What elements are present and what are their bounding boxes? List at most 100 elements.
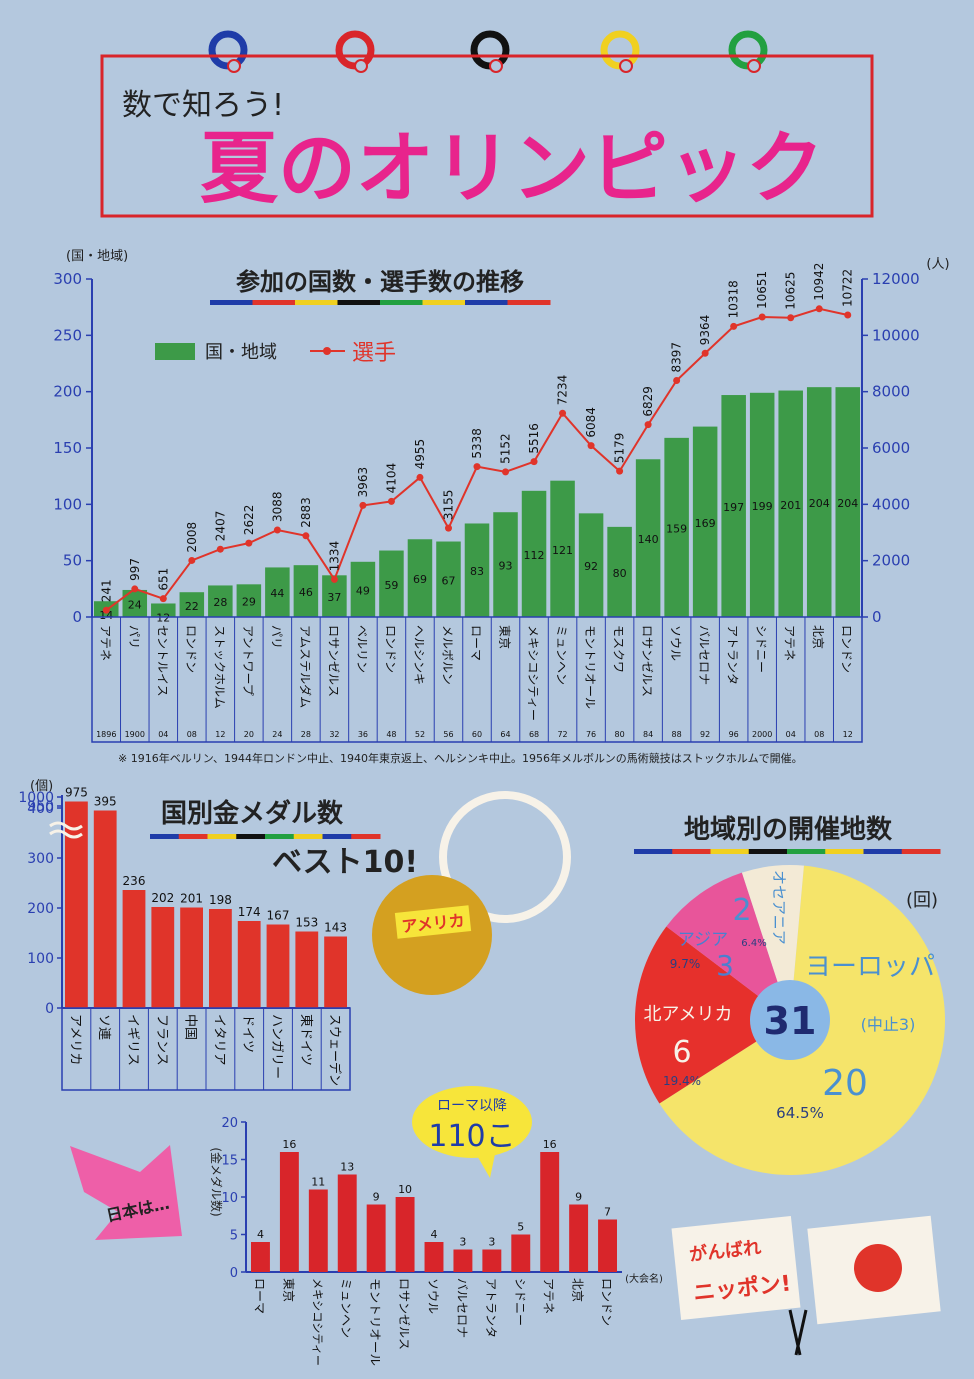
athletes-point: [416, 473, 424, 481]
bar-value-label: 167: [267, 909, 290, 923]
athletes-value-label: 997: [128, 558, 142, 581]
bar-gold-medals: [122, 890, 146, 1008]
category-label: パリ: [127, 625, 141, 649]
bar-japan-gold: [337, 1174, 357, 1272]
category-label: スウェーデン: [327, 1014, 343, 1086]
athletes-point: [216, 545, 224, 553]
athletes-value-label: 5152: [499, 433, 513, 464]
title-frame: [100, 54, 874, 218]
bar-value-label: 83: [470, 565, 484, 578]
chart2-ylabel: (個): [30, 779, 53, 794]
stripe-segment: [207, 834, 237, 839]
ring: [600, 30, 640, 70]
athletes-value-label: 3088: [270, 491, 284, 522]
category-label: 北京: [811, 625, 825, 649]
year-label: 08: [187, 730, 197, 739]
y-tick-label: 950: [27, 799, 54, 815]
year-label: 52: [415, 730, 425, 739]
category-label: ソ連: [96, 1014, 111, 1040]
category-label: セントルイス: [155, 625, 169, 697]
category-label: シドニー: [754, 625, 768, 673]
chart1-y2label: (人): [926, 257, 949, 272]
year-label: 68: [529, 730, 539, 739]
chart1-title: 参加の国数・選手数の推移: [236, 268, 524, 296]
y-tick-label: 100: [27, 951, 54, 967]
category-label: フランス: [154, 1014, 169, 1066]
bar-value-label: 13: [340, 1161, 354, 1174]
bar-gold-medals: [237, 921, 261, 1008]
bar-value-label: 11: [311, 1176, 325, 1189]
pie-unit: (回): [906, 890, 938, 911]
ring-hole: [489, 59, 503, 73]
bar-value-label: 3: [488, 1236, 495, 1249]
athletes-point: [188, 556, 196, 564]
bubble-body: [412, 1086, 532, 1158]
athletes-point: [530, 458, 538, 466]
y-tick-label: 50: [63, 552, 82, 570]
bar-gold-medals: [151, 907, 175, 1008]
stripe-segment: [465, 300, 508, 305]
year-label: 48: [386, 730, 396, 739]
chart3-plot: 0 5 10 15 20 4 ローマ 16 東京 11 メキシコシティー 13 ミュンヘン 9 モントリオー…: [221, 1116, 622, 1366]
bar-value-label: 16: [543, 1138, 557, 1151]
bar-value-label: 169: [695, 517, 716, 530]
slice-label: アジア: [678, 930, 728, 950]
slice-label: 北アメリカ: [643, 1004, 732, 1025]
ring-hole: [747, 59, 761, 73]
category-label: 東ドイツ: [298, 1014, 314, 1066]
axis-break-mark: [49, 821, 83, 839]
year-label: 1896: [96, 730, 116, 739]
category-label: イタリア: [211, 1014, 226, 1065]
athletes-point: [844, 311, 852, 319]
athletes-value-label: 4955: [413, 439, 427, 470]
bar-value-label: 112: [524, 549, 545, 562]
category-label: アムステルダム: [298, 625, 313, 708]
cheer-flag: [671, 1215, 801, 1321]
bar-nations: [350, 561, 376, 617]
bar-value-label: 93: [499, 560, 513, 573]
year-label: 1900: [125, 730, 145, 739]
y-tick-label: 300: [53, 270, 82, 288]
athletes-point: [473, 463, 481, 471]
year-label: 56: [443, 730, 453, 739]
year-label: 60: [472, 730, 482, 739]
athletes-value-label: 6084: [584, 407, 598, 438]
title-main: 夏のオリンピック: [200, 124, 824, 214]
year-label: 2000: [752, 730, 772, 739]
bar-nations: [635, 459, 661, 617]
stripe-segment: [210, 300, 253, 305]
bar-japan-gold: [366, 1204, 386, 1272]
bar-value-label: 9: [373, 1191, 380, 1204]
year-label: 32: [329, 730, 339, 739]
stripe-segment: [672, 849, 711, 854]
chart1-bars: 14 24 12 22 28 29 44 46 37 49 59 69 67 83 93 112 121 92 80…: [94, 387, 860, 624]
legend-line-label: 選手: [352, 341, 396, 366]
athletes-value-label: 651: [156, 568, 170, 591]
bar-nations: [806, 387, 832, 617]
stripe-segment: [265, 834, 295, 839]
stripe-segment: [380, 300, 423, 305]
stripe-segment: [337, 300, 381, 305]
athletes-point: [330, 575, 338, 583]
bar-nations: [721, 395, 746, 617]
gold-medal: アメリカ: [372, 791, 571, 995]
bar-value-label: 24: [128, 598, 142, 611]
bar-nations: [692, 426, 718, 617]
bar-value-label: 204: [809, 497, 830, 510]
bar-nations: [265, 567, 290, 617]
slice-label: ヨーロッパ: [805, 952, 935, 982]
bar-value-label: 174: [238, 905, 261, 919]
bar-value-label: 59: [384, 579, 398, 592]
stripe-segment: [748, 849, 788, 854]
stripe-segment: [252, 300, 296, 305]
athletes-point: [102, 606, 110, 614]
bar-nations: [208, 585, 233, 617]
y-tick-label: 0: [72, 608, 82, 626]
y-tick-label: 100: [53, 495, 82, 513]
legend-bar-swatch: [155, 343, 195, 360]
bar-gold-medals: [65, 801, 88, 1008]
ring: [728, 30, 768, 70]
year-label: 08: [814, 730, 824, 739]
